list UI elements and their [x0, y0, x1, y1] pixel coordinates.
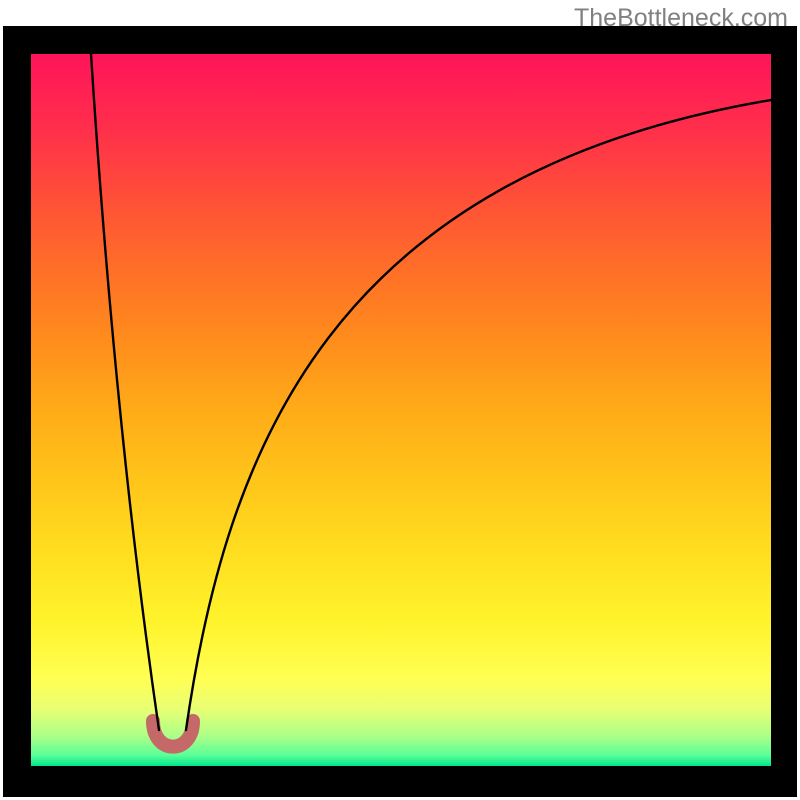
- bottleneck-chart: [31, 54, 771, 766]
- watermark-text: TheBottleneck.com: [574, 4, 788, 33]
- bottleneck-curve-svg: [31, 54, 771, 766]
- curve-right-branch: [186, 100, 771, 730]
- chart-frame: [3, 26, 797, 797]
- curve-left-branch: [91, 54, 159, 730]
